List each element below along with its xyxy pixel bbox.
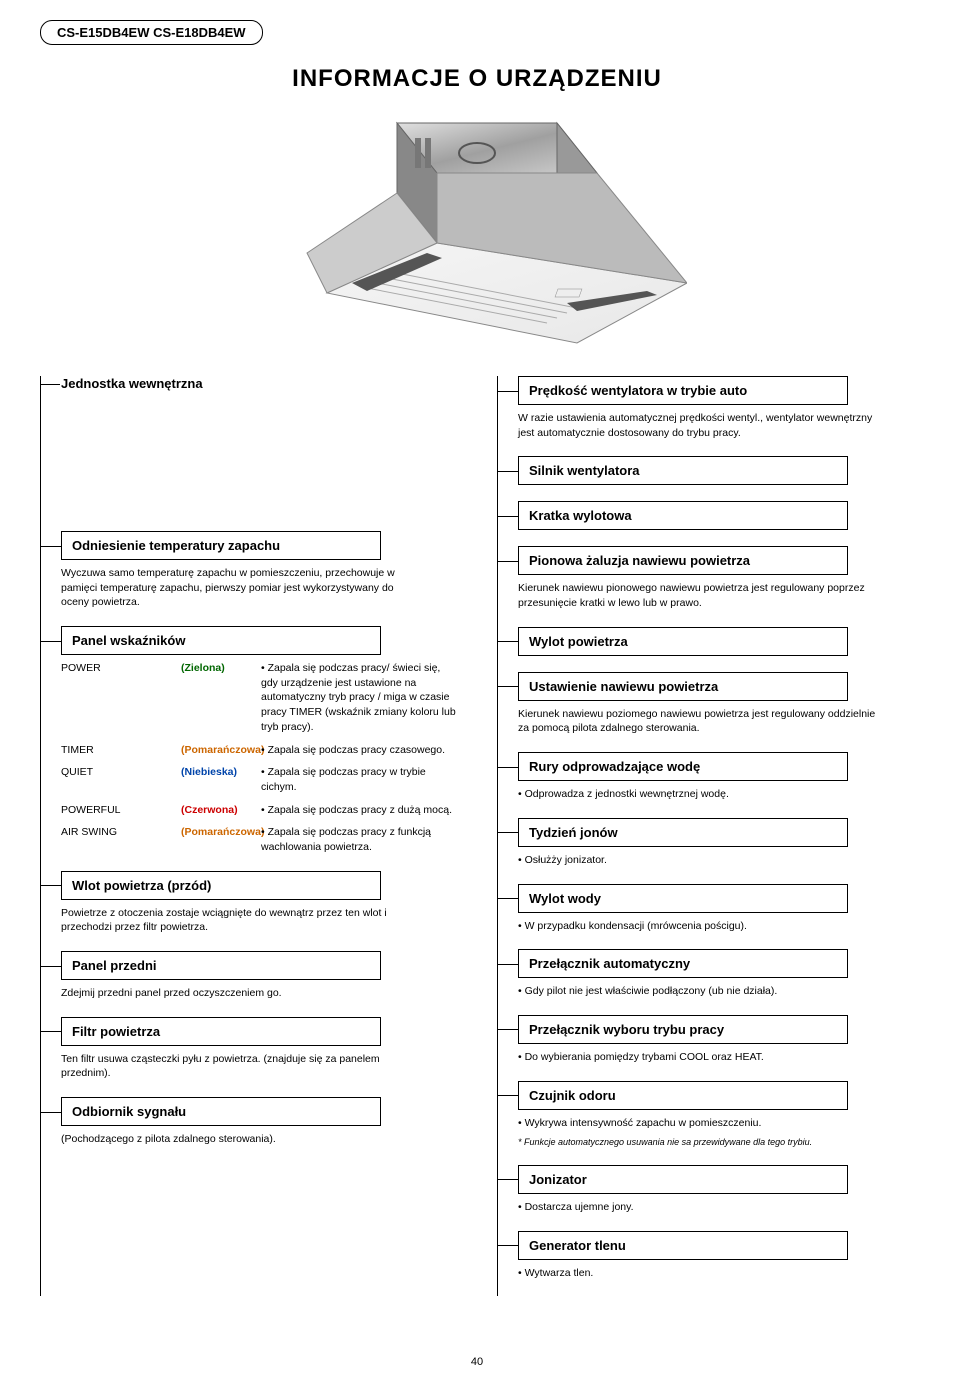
- feature-heading: Panel przedni: [61, 951, 381, 980]
- indicator-row-timer: TIMER (Pomarańczowa) • Zapala się podcza…: [61, 743, 457, 758]
- right-column: Prędkość wentylatora w trybie auto W raz…: [497, 376, 914, 1296]
- feature-item: Ustawienie nawiewu powietrza Kierunek na…: [498, 672, 914, 736]
- feature-heading: Silnik wentylatora: [518, 456, 848, 485]
- feature-item: Odbiornik sygnału (Pochodzącego z pilota…: [41, 1097, 457, 1147]
- feature-heading: Odniesienie temperatury zapachu: [61, 531, 381, 560]
- feature-heading: Odbiornik sygnału: [61, 1097, 381, 1126]
- feature-body: • W przypadku kondensacji (mrówcenia poś…: [518, 919, 878, 934]
- page-title: INFORMACJE O URZĄDZENIU: [40, 65, 914, 93]
- feature-note: * Funkcje automatycznego usuwania nie sa…: [518, 1136, 878, 1149]
- feature-item: Generator tlenu • Wytwarza tlen.: [498, 1231, 914, 1281]
- indicator-desc: • Zapala się podczas pracy z dużą mocą.: [261, 803, 457, 818]
- feature-item: Wylot wody • W przypadku kondensacji (mr…: [498, 884, 914, 934]
- feature-heading: Przełącznik wyboru trybu pracy: [518, 1015, 848, 1044]
- feature-item: Panel przedni Zdejmij przedni panel prze…: [41, 951, 457, 1001]
- feature-body: • Wykrywa intensywność zapachu w pomiesz…: [518, 1116, 878, 1131]
- indicator-row-power: POWER (Zielona) • Zapala się podczas pra…: [61, 661, 457, 734]
- feature-body: • Dostarcza ujemne jony.: [518, 1200, 878, 1215]
- feature-body: Ten filtr usuwa cząsteczki pyłu z powiet…: [61, 1052, 421, 1081]
- left-column: Jednostka wewnętrzna Odniesienie tempera…: [40, 376, 457, 1296]
- indicator-led-green: (Zielona): [181, 661, 261, 734]
- ac-unit-illustration: [267, 113, 687, 353]
- feature-body: • Odprowadza z jednostki wewnętrznej wod…: [518, 787, 878, 802]
- indicator-row-quiet: QUIET (Niebieska) • Zapala się podczas p…: [61, 765, 457, 794]
- feature-body: • Wytwarza tlen.: [518, 1266, 878, 1281]
- feature-heading: Tydzień jonów: [518, 818, 848, 847]
- feature-item: Wylot powietrza: [498, 627, 914, 656]
- feature-body: Kierunek nawiewu poziomego nawiewu powie…: [518, 707, 878, 736]
- feature-item: Rury odprowadzające wodę • Odprowadza z …: [498, 752, 914, 802]
- feature-item: Prędkość wentylatora w trybie auto W raz…: [498, 376, 914, 440]
- indicator-led-orange: (Pomarańczowa): [181, 825, 261, 854]
- main-layout: Jednostka wewnętrzna Odniesienie tempera…: [40, 376, 914, 1296]
- feature-heading: Filtr powietrza: [61, 1017, 381, 1046]
- unit-label: Jednostka wewnętrzna: [61, 376, 457, 391]
- feature-item: Wlot powietrza (przód) Powietrze z otocz…: [41, 871, 457, 935]
- indicator-label: POWER: [61, 661, 181, 734]
- feature-body: (Pochodzącego z pilota zdalnego sterowan…: [61, 1132, 421, 1147]
- indicator-label: AIR SWING: [61, 825, 181, 854]
- feature-item: Kratka wylotowa: [498, 501, 914, 530]
- page-footer: 40: [40, 1356, 914, 1368]
- indicator-led-blue: (Niebieska): [181, 765, 261, 794]
- page-number: 40: [471, 1356, 483, 1368]
- feature-body: • Osłużży jonizator.: [518, 853, 878, 868]
- feature-item: Silnik wentylatora: [498, 456, 914, 485]
- feature-body: • Do wybierania pomiędzy trybami COOL or…: [518, 1050, 878, 1065]
- feature-heading: Przełącznik automatyczny: [518, 949, 848, 978]
- indicator-desc: • Zapala się podczas pracy z funkcją wac…: [261, 825, 457, 854]
- feature-body: W razie ustawienia automatycznej prędkoś…: [518, 411, 878, 440]
- feature-heading: Pionowa żaluzja nawiewu powietrza: [518, 546, 848, 575]
- feature-heading: Wylot wody: [518, 884, 848, 913]
- indicator-row-airswing: AIR SWING (Pomarańczowa) • Zapala się po…: [61, 825, 457, 854]
- feature-heading: Generator tlenu: [518, 1231, 848, 1260]
- feature-body: Kierunek nawiewu pionowego nawiewu powie…: [518, 581, 878, 610]
- indicator-label: TIMER: [61, 743, 181, 758]
- feature-item: Jonizator • Dostarcza ujemne jony.: [498, 1165, 914, 1215]
- feature-heading: Prędkość wentylatora w trybie auto: [518, 376, 848, 405]
- feature-heading: Rury odprowadzające wodę: [518, 752, 848, 781]
- feature-heading: Wylot powietrza: [518, 627, 848, 656]
- feature-item: Przełącznik wyboru trybu pracy • Do wybi…: [498, 1015, 914, 1065]
- feature-item: Czujnik odoru • Wykrywa intensywność zap…: [498, 1081, 914, 1149]
- feature-body: Wyczuwa samo temperaturę zapachu w pomie…: [61, 566, 421, 610]
- indicator-row-powerful: POWERFUL (Czerwona) • Zapala się podczas…: [61, 803, 457, 818]
- feature-heading: Jonizator: [518, 1165, 848, 1194]
- feature-heading: Kratka wylotowa: [518, 501, 848, 530]
- feature-item: Przełącznik automatyczny • Gdy pilot nie…: [498, 949, 914, 999]
- product-image: [40, 113, 914, 356]
- feature-item: Pionowa żaluzja nawiewu powietrza Kierun…: [498, 546, 914, 610]
- feature-body: • Gdy pilot nie jest właściwie podłączon…: [518, 984, 878, 999]
- indicator-label: QUIET: [61, 765, 181, 794]
- feature-item: Tydzień jonów • Osłużży jonizator.: [498, 818, 914, 868]
- indicator-list: POWER (Zielona) • Zapala się podczas pra…: [61, 661, 457, 855]
- indicator-desc: • Zapala się podczas pracy w trybie cich…: [261, 765, 457, 794]
- feature-heading: Czujnik odoru: [518, 1081, 848, 1110]
- indicator-panel-heading: Panel wskaźników: [61, 626, 381, 655]
- model-badge: CS-E15DB4EW CS-E18DB4EW: [40, 20, 263, 45]
- feature-heading: Ustawienie nawiewu powietrza: [518, 672, 848, 701]
- indicator-desc: • Zapala się podczas pracy/ świeci się, …: [261, 661, 457, 734]
- indicator-label: POWERFUL: [61, 803, 181, 818]
- feature-heading: Wlot powietrza (przód): [61, 871, 381, 900]
- indicator-panel-section: Panel wskaźników POWER (Zielona) • Zapal…: [41, 626, 457, 855]
- feature-body: Zdejmij przedni panel przed oczyszczenie…: [61, 986, 421, 1001]
- feature-item: Odniesienie temperatury zapachu Wyczuwa …: [41, 531, 457, 610]
- feature-body: Powietrze z otoczenia zostaje wciągnięte…: [61, 906, 421, 935]
- indicator-led-orange: (Pomarańczowa): [181, 743, 261, 758]
- page-header: CS-E15DB4EW CS-E18DB4EW: [40, 20, 914, 45]
- indicator-led-red: (Czerwona): [181, 803, 261, 818]
- feature-item: Filtr powietrza Ten filtr usuwa cząstecz…: [41, 1017, 457, 1081]
- indicator-desc: • Zapala się podczas pracy czasowego.: [261, 743, 457, 758]
